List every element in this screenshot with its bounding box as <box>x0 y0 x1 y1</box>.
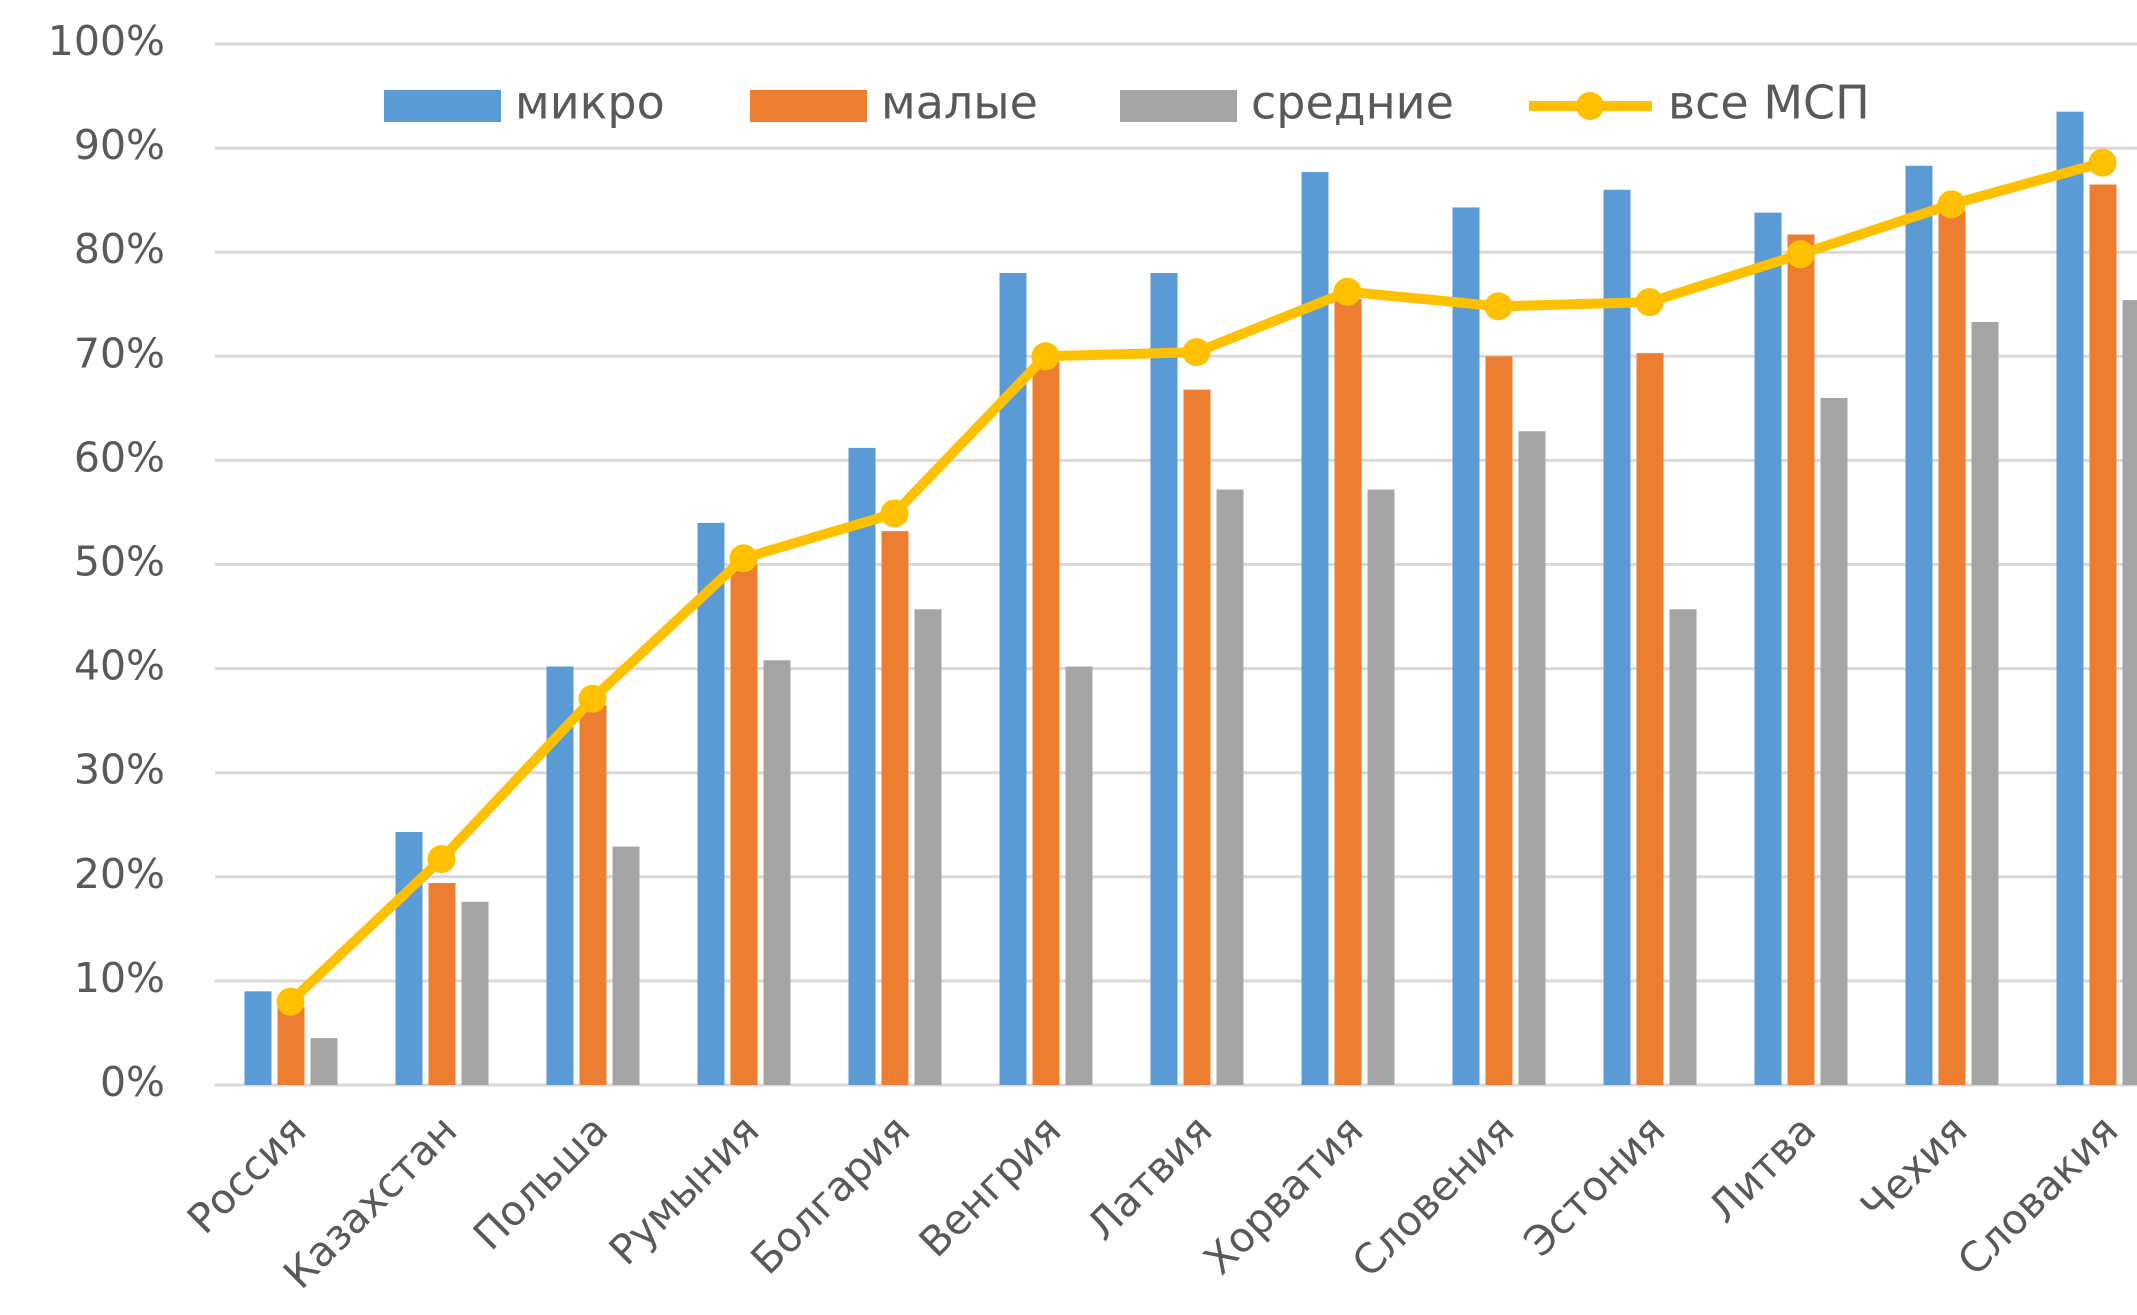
x-tick-label: Словакия <box>1948 1106 2127 1285</box>
legend-swatch <box>1120 90 1237 122</box>
bar <box>1636 353 1664 1085</box>
x-tick-label: Эстония <box>1514 1106 1674 1266</box>
bar <box>730 564 758 1085</box>
bar <box>277 1006 305 1085</box>
x-tick-label: Россия <box>178 1106 315 1243</box>
y-tick-label: 60% <box>74 433 165 481</box>
bar <box>1334 299 1362 1085</box>
bar <box>697 522 725 1085</box>
bar <box>1032 361 1060 1085</box>
marker <box>427 845 456 874</box>
marker <box>1937 190 1966 219</box>
y-tick-label: 0% <box>100 1058 165 1106</box>
x-tick-label: Латвия <box>1078 1106 1222 1250</box>
y-tick-label: 70% <box>74 329 165 377</box>
bar <box>914 609 942 1085</box>
legend-label: все МСП <box>1668 76 1870 130</box>
y-tick-label: 20% <box>74 850 165 898</box>
y-tick-label: 30% <box>74 746 165 794</box>
bar <box>1603 189 1631 1086</box>
marker <box>276 987 305 1016</box>
x-tick-label: Венгрия <box>910 1106 1071 1267</box>
bar <box>1150 273 1178 1085</box>
x-tick-label: Словения <box>1343 1106 1524 1287</box>
marker <box>1333 277 1362 306</box>
bar <box>1971 321 1999 1085</box>
bar <box>579 705 607 1085</box>
bar <box>612 846 640 1085</box>
bar <box>1367 489 1395 1086</box>
x-tick-label: Литва <box>1699 1106 1825 1232</box>
bar <box>1301 172 1329 1086</box>
y-tick-label: 40% <box>74 642 165 690</box>
bar <box>2056 111 2084 1086</box>
bar <box>2089 184 2117 1085</box>
marker <box>2088 148 2117 177</box>
bar <box>1820 397 1848 1085</box>
marker <box>1635 288 1664 317</box>
marker <box>880 499 909 528</box>
bar <box>2122 300 2137 1085</box>
marker <box>578 684 607 713</box>
bar <box>1518 431 1546 1085</box>
bar <box>1216 489 1244 1086</box>
bar <box>1452 207 1480 1085</box>
bar <box>1065 666 1093 1085</box>
y-tick-label: 80% <box>74 225 165 273</box>
x-tick-label: Чехия <box>1851 1106 1976 1231</box>
bar <box>881 531 909 1085</box>
bar <box>763 660 791 1085</box>
bar <box>395 832 423 1085</box>
legend-swatch <box>384 90 501 122</box>
y-tick-label: 10% <box>74 954 165 1002</box>
legend-label: микро <box>515 76 665 130</box>
marker <box>1484 292 1513 321</box>
marker <box>1182 338 1211 367</box>
bar <box>244 991 272 1085</box>
bar <box>1669 609 1697 1085</box>
marker <box>729 544 758 573</box>
x-tick-label: Болгария <box>742 1106 920 1284</box>
y-tick-label: 100% <box>48 17 165 65</box>
bar <box>461 901 489 1085</box>
x-tick-label: Хорватия <box>1194 1106 1372 1284</box>
y-tick-label: 90% <box>74 121 165 169</box>
legend-label: средние <box>1251 76 1454 130</box>
legend-swatch <box>750 90 867 122</box>
bar <box>848 447 876 1086</box>
x-tick-label: Польша <box>464 1106 617 1259</box>
bar <box>1938 210 1966 1085</box>
y-tick-label: 50% <box>74 538 165 586</box>
legend-swatch <box>1576 92 1604 120</box>
bar <box>1787 234 1815 1086</box>
bar <box>999 273 1027 1085</box>
bar <box>1754 212 1782 1086</box>
legend-label: малые <box>881 76 1038 130</box>
bar <box>310 1038 338 1085</box>
bar <box>1183 389 1211 1085</box>
bar <box>1485 356 1513 1085</box>
bar <box>428 883 456 1085</box>
bar <box>1905 165 1933 1085</box>
marker <box>1786 240 1815 269</box>
marker <box>1031 342 1060 371</box>
